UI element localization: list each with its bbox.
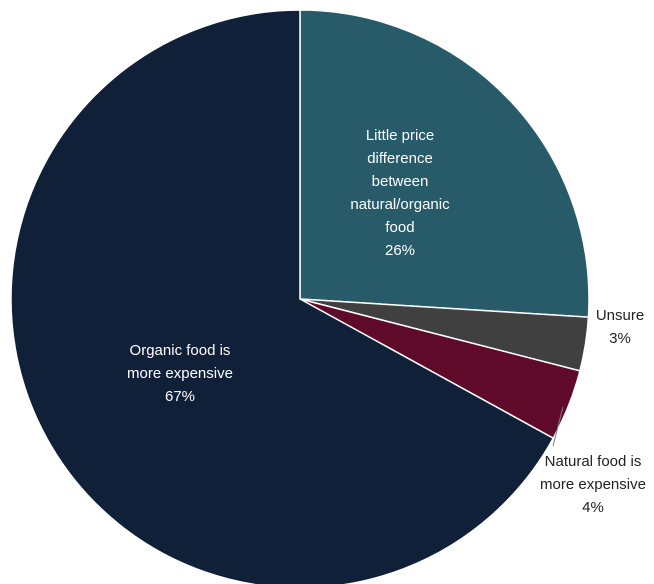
slice-label-line: between <box>372 173 429 190</box>
slice-percent-organic-food-more-expensive: 67% <box>165 388 195 405</box>
slice-label-line: Natural food is <box>545 453 642 470</box>
slice-label-line: more expensive <box>127 365 233 382</box>
slice-label-unsure: Unsure 3% <box>596 307 644 347</box>
slice-label-natural-food-more-expensive: Natural food is more expensive 4% <box>540 453 646 516</box>
pie-slice-little-price-difference <box>300 10 589 317</box>
slice-percent-natural-food-more-expensive: 4% <box>582 499 604 516</box>
slice-label-line: difference <box>367 150 433 167</box>
slice-percent-little-price-difference: 26% <box>385 242 415 259</box>
slice-label-line: more expensive <box>540 476 646 493</box>
slice-percent-unsure: 3% <box>609 330 631 347</box>
slice-label-line: food <box>385 219 414 236</box>
slice-label-line: natural/organic <box>350 196 450 213</box>
pie-slices <box>11 10 589 584</box>
slice-label-line: Unsure <box>596 307 644 324</box>
slice-label-line: Organic food is <box>130 342 231 359</box>
slice-label-line: Little price <box>366 127 434 144</box>
